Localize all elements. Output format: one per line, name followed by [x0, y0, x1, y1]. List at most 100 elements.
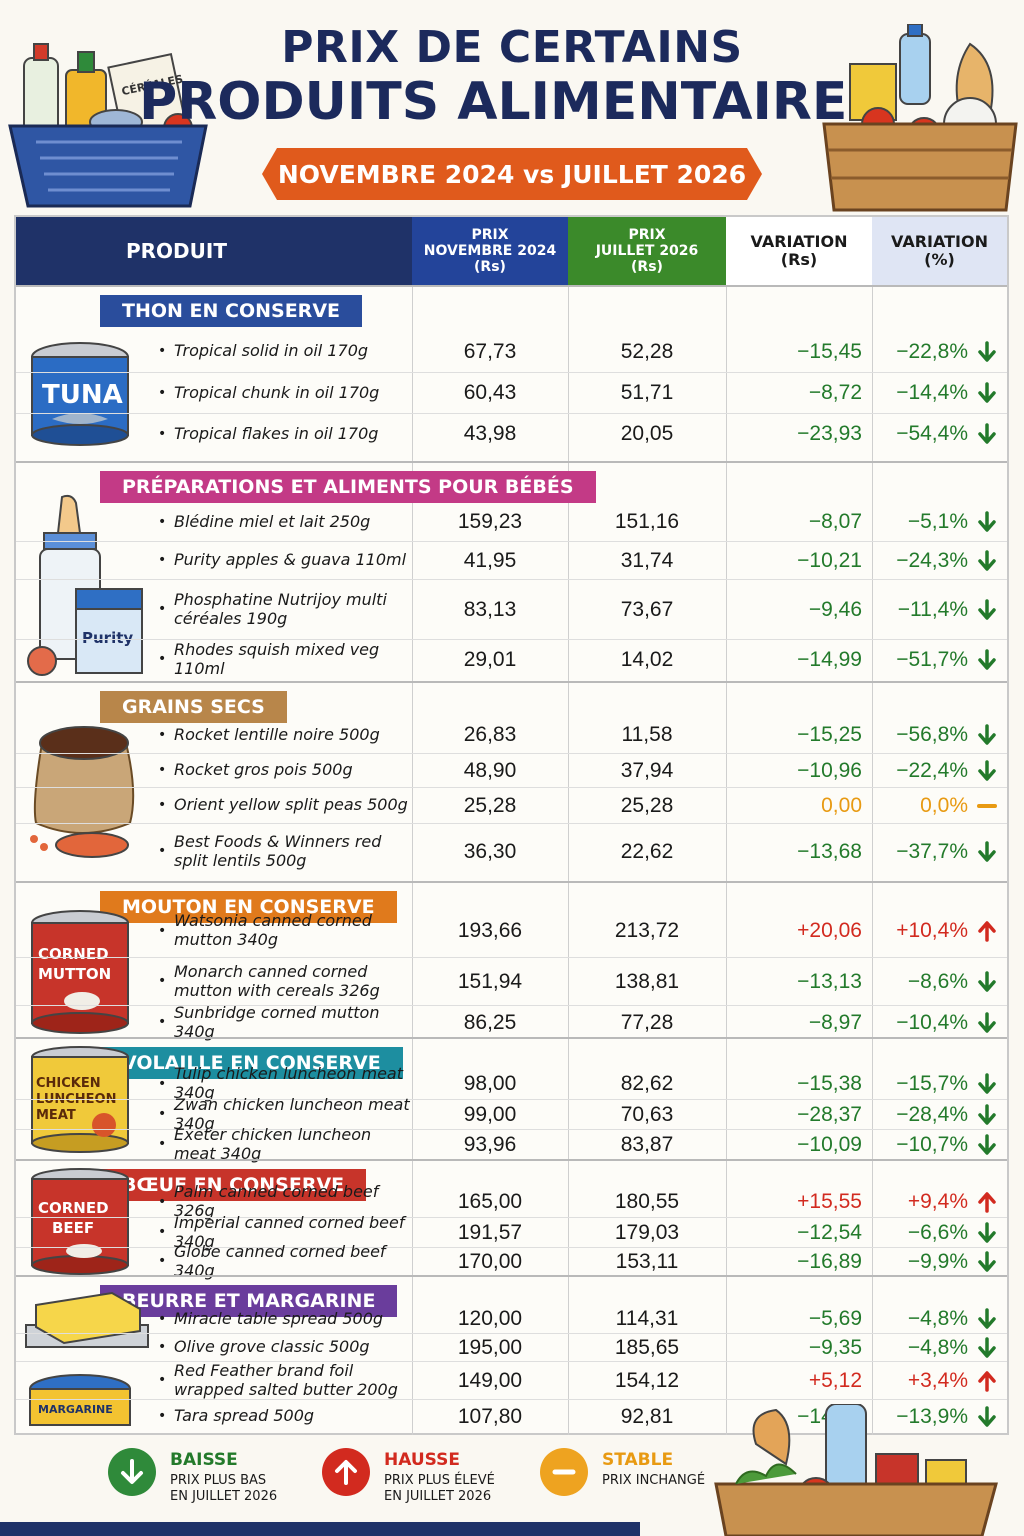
variation-pct: −4,8%	[907, 1335, 968, 1359]
margarine-tub-label: MARGARINE	[38, 1403, 113, 1416]
table-row: Monarch canned corned mutton with cereal…	[16, 957, 1007, 1005]
table-row: Rocket gros pois 500g 48,90 37,94 −10,96…	[16, 753, 1007, 787]
variation-pct: +9,4%	[907, 1190, 968, 1213]
variation-pct: −10,7%	[896, 1132, 968, 1156]
table-row: Best Foods & Winners red split lentils 5…	[16, 823, 1007, 879]
price-nov-2024: 170,00	[457, 1249, 523, 1273]
trend-indicator	[972, 824, 1002, 879]
variation-rs: −13,68	[797, 839, 862, 863]
tuna-can-label: TUNA	[42, 380, 123, 410]
table-row: Zwan chicken luncheon meat 340g 99,00 70…	[16, 1095, 1007, 1133]
price-nov-2024: 120,00	[457, 1307, 523, 1330]
variation-pct: −24,3%	[896, 548, 968, 572]
variation-pct: −5,1%	[907, 510, 968, 533]
section-2: PRÉPARATIONS ET ALIMENTS POUR BÉBÉS Puri…	[16, 461, 1007, 681]
price-nov-2024: 36,30	[463, 839, 517, 863]
variation-rs: −16,89	[797, 1249, 862, 1273]
trend-indicator	[972, 754, 1002, 787]
table-row: Tulip chicken luncheon meat 340g 98,00 8…	[16, 1064, 1007, 1102]
price-jul-2026: 179,03	[614, 1220, 680, 1244]
price-nov-2024: 26,83	[463, 723, 517, 746]
arrow-down-icon	[978, 423, 996, 444]
price-jul-2026: 153,11	[615, 1249, 679, 1273]
legend-down: BAISSE PRIX PLUS BAS EN JUILLET 2026	[108, 1448, 277, 1506]
table-row: Blédine miel et lait 250g 159,23 151,16 …	[16, 503, 1007, 541]
section-3: GRAINS SECS Rocket lentille noire 500g 2…	[16, 681, 1007, 881]
col-header-vr-line1: VARIATION	[750, 231, 848, 251]
col-header-vp-line1: VARIATION	[891, 231, 988, 251]
section-6: BŒUF EN CONSERVE CORNED BEEF Palm canned…	[16, 1159, 1007, 1279]
variation-pct: −10,4%	[896, 1010, 968, 1034]
product-name-text: Imperial canned corned beef 340g	[174, 1212, 405, 1251]
price-nov-2024: 86,25	[463, 1010, 517, 1034]
col-header-jul-line1: PRIX	[628, 226, 666, 243]
product-name-text: Rocket lentille noire 500g	[174, 724, 380, 744]
legend-down-desc2: EN JUILLET 2026	[170, 1489, 278, 1505]
price-jul-2026: 70,63	[620, 1102, 674, 1126]
col-header-jul-line3: (Rs)	[631, 259, 663, 276]
variation-rs: −23,93	[797, 422, 862, 445]
variation-rs: −13,13	[797, 969, 862, 993]
stable-dash-icon	[540, 1448, 588, 1496]
table-row: Globe canned corned beef 340g 170,00 153…	[16, 1242, 1007, 1279]
product-name: Imperial canned corned beef 340g	[158, 1213, 412, 1251]
variation-pct: −54,4%	[896, 422, 968, 445]
price-nov-2024: 159,23	[457, 510, 523, 533]
variation-rs: +15,55	[797, 1190, 862, 1213]
variation-pct: −4,8%	[907, 1307, 968, 1330]
table-header: PRODUIT PRIX NOVEMBRE 2024 (Rs) PRIX JUI…	[16, 217, 1007, 285]
arrow-down-icon	[978, 340, 996, 362]
product-name: Zwan chicken luncheon meat 340g	[158, 1095, 412, 1133]
arrow-down-icon	[978, 1133, 996, 1155]
variation-pct: −22,4%	[896, 758, 968, 782]
column-divider	[726, 285, 727, 1435]
arrow-down-icon	[978, 1103, 996, 1125]
chicken-can-label-3: MEAT	[36, 1108, 76, 1123]
trend-indicator	[972, 1400, 1002, 1433]
variation-pct: −14,4%	[896, 381, 968, 404]
price-jul-2026: 154,12	[614, 1368, 680, 1392]
price-jul-2026: 73,67	[620, 597, 674, 621]
table-row: Phosphatine Nutrijoy multi céréales 190g…	[16, 579, 1007, 639]
price-nov-2024: 41,95	[463, 548, 517, 572]
stable-dash-icon	[977, 803, 997, 808]
trend-indicator	[972, 331, 1002, 372]
variation-rs: −9,35	[808, 1335, 862, 1359]
product-name-text: Rocket gros pois 500g	[174, 760, 353, 780]
product-name-text: Blédine miel et lait 250g	[174, 511, 371, 531]
col-header-variation-pct: VARIATION (%)	[872, 217, 1007, 285]
product-name: Olive grove classic 500g	[158, 1334, 412, 1361]
table-row: Tropical solid in oil 170g 67,73 52,28 −…	[16, 331, 1007, 372]
price-table: PRODUIT PRIX NOVEMBRE 2024 (Rs) PRIX JUI…	[14, 215, 1009, 1435]
variation-pct: −15,7%	[896, 1072, 968, 1095]
variation-rs: −8,07	[808, 510, 862, 533]
product-name-text: Monarch canned corned mutton with cereal…	[174, 961, 380, 1000]
page-header: CÉRÉALES PRIX DE CERTAINS PRODUITS ALIME…	[0, 0, 1024, 215]
product-name: Sunbridge corned mutton 340g	[158, 1003, 412, 1041]
price-nov-2024: 99,00	[463, 1102, 517, 1126]
trend-indicator	[972, 1187, 1002, 1217]
legend: BAISSE PRIX PLUS BAS EN JUILLET 2026 HAU…	[0, 1404, 1024, 1536]
price-nov-2024: 67,73	[463, 339, 517, 363]
arrow-down-icon	[978, 1073, 996, 1094]
variation-pct: −9,9%	[907, 1249, 968, 1273]
price-jul-2026: 180,55	[614, 1190, 680, 1213]
price-jul-2026: 52,28	[620, 339, 674, 363]
product-name-text: Phosphatine Nutrijoy multi céréales 190g	[174, 589, 387, 628]
legend-stable-title: STABLE	[602, 1450, 674, 1470]
product-name-text: Exeter chicken luncheon meat 340g	[174, 1124, 372, 1163]
trend-indicator	[972, 1069, 1002, 1099]
arrow-up-icon	[978, 1370, 996, 1392]
trend-indicator	[972, 788, 1002, 823]
arrow-down-icon	[978, 1336, 996, 1358]
section-title: PRÉPARATIONS ET ALIMENTS POUR BÉBÉS	[100, 471, 596, 503]
price-jul-2026: 25,28	[620, 793, 674, 817]
variation-pct: −6,6%	[907, 1220, 968, 1244]
variation-rs: −8,97	[808, 1010, 862, 1034]
product-name: Monarch canned corned mutton with cereal…	[158, 958, 412, 1005]
trend-indicator	[972, 640, 1002, 679]
variation-pct: −13,9%	[896, 1404, 968, 1428]
col-header-variation-rs: VARIATION (Rs)	[726, 217, 872, 285]
trend-indicator	[972, 1305, 1002, 1333]
mutton-can-label-2: MUTTON	[38, 965, 111, 983]
